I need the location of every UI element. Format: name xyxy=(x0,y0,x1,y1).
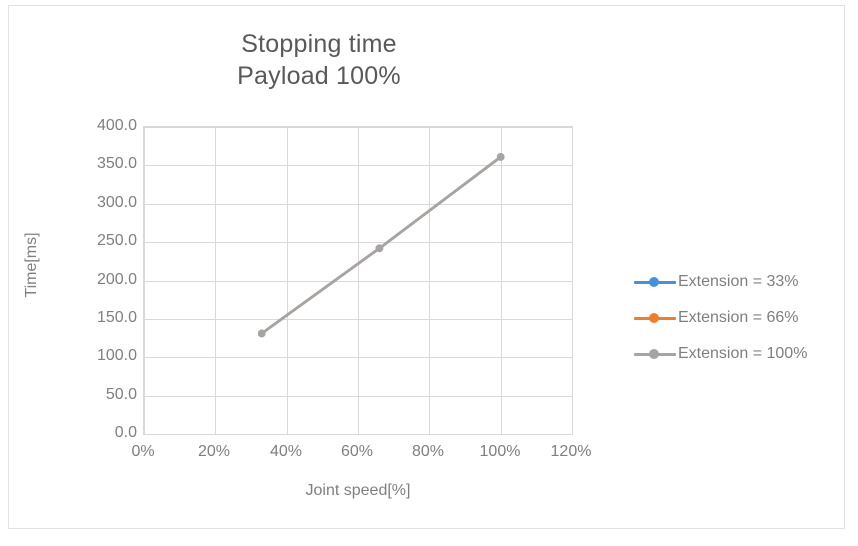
gridline-vertical xyxy=(287,127,288,434)
x-axis-tick-label: 100% xyxy=(479,443,521,460)
chart-title: Stopping time Payload 100% xyxy=(9,28,629,92)
x-axis-tick-label: 40% xyxy=(269,443,303,460)
gridline-vertical xyxy=(215,127,216,434)
x-axis-title: Joint speed[%] xyxy=(305,482,411,499)
chart-container[interactable]: Stopping time Payload 100% 0.0 50.0 100.0 1… xyxy=(8,5,845,529)
gridline-vertical xyxy=(572,127,573,434)
data-point-marker[interactable] xyxy=(496,153,505,161)
x-axis-tick-labels: 0% 20% 40% 60% 80% 100% 120% xyxy=(131,443,591,463)
x-axis-tick-label: 0% xyxy=(131,443,155,460)
gridline-horizontal xyxy=(144,434,572,435)
y-axis-tick-label: 50.0 xyxy=(105,386,137,403)
y-axis-tick-label: 0.0 xyxy=(114,424,137,441)
legend-item[interactable]: Extension = 33% xyxy=(634,264,844,300)
data-point-marker[interactable] xyxy=(257,329,266,338)
chart-title-line-2: Payload 100% xyxy=(237,62,401,90)
series-layer xyxy=(257,153,505,338)
plot-grid xyxy=(144,127,573,435)
data-point-marker[interactable] xyxy=(375,244,384,253)
y-axis-tick-labels: 0.0 50.0 100.0 150.0 200.0 250.0 300.0 350.0 400… xyxy=(67,118,137,441)
y-axis-tick-label: 300.0 xyxy=(96,194,137,211)
y-axis-tick-label: 250.0 xyxy=(96,232,137,249)
x-axis-tick-label: 80% xyxy=(411,443,445,460)
x-axis-tick-label: 120% xyxy=(550,443,592,460)
gridline-vertical xyxy=(358,127,359,434)
legend-item[interactable]: Extension = 100% xyxy=(634,336,844,372)
legend-marker-icon xyxy=(634,311,676,325)
chart-legend[interactable]: Extension = 33% Extension = 66% Extension … xyxy=(634,264,844,372)
gridline-vertical xyxy=(144,127,145,434)
legend-item[interactable]: Extension = 66% xyxy=(634,300,844,336)
y-axis-tick-label: 350.0 xyxy=(96,155,137,172)
y-axis-tick-label: 200.0 xyxy=(96,271,137,288)
gridline-vertical xyxy=(429,127,430,434)
legend-item-label: Extension = 66% xyxy=(678,309,799,326)
y-axis-title: Time[ms] xyxy=(23,232,40,298)
gridline-vertical xyxy=(501,127,502,434)
legend-item-label: Extension = 100% xyxy=(678,345,808,362)
chart-title-line-1: Stopping time xyxy=(241,30,397,58)
y-axis-tick-label: 400.0 xyxy=(96,117,137,134)
x-axis-tick-label: 60% xyxy=(340,443,374,460)
y-axis-tick-label: 150.0 xyxy=(96,309,137,326)
x-axis-tick-label: 20% xyxy=(197,443,231,460)
y-axis-tick-label: 100.0 xyxy=(96,347,137,364)
legend-marker-icon xyxy=(634,275,676,289)
legend-marker-icon xyxy=(634,347,676,361)
legend-item-label: Extension = 33% xyxy=(678,273,799,290)
plot-area[interactable] xyxy=(143,126,573,435)
